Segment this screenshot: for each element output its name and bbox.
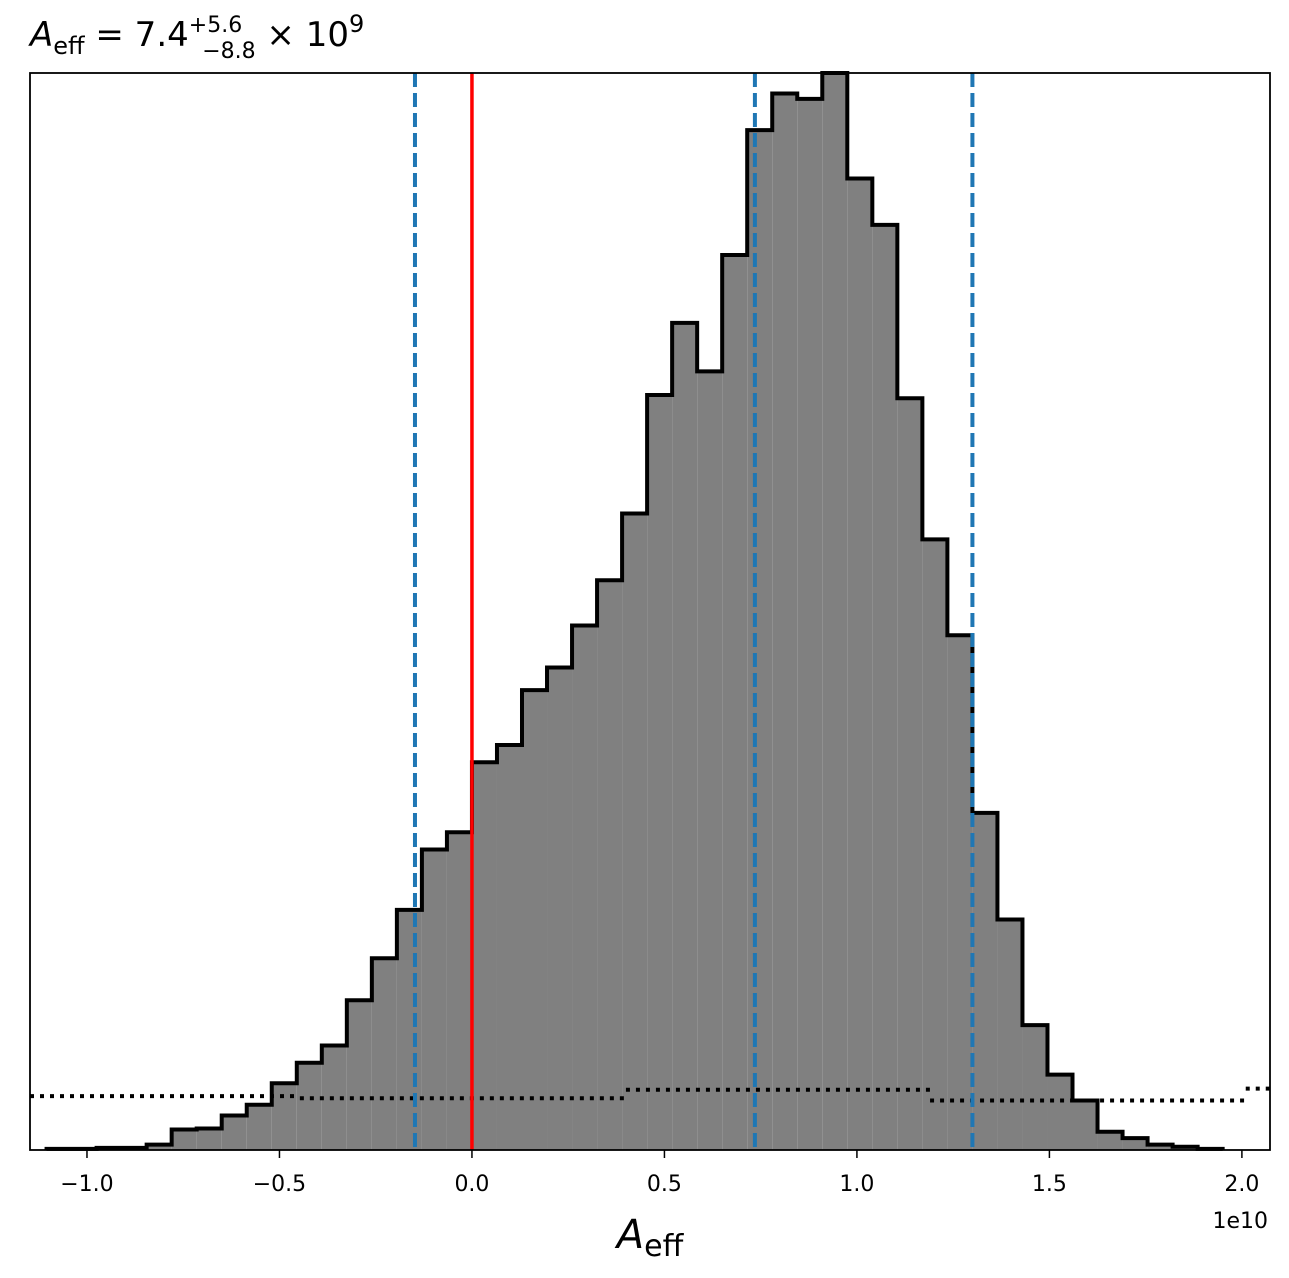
bar [572,625,598,1150]
bar [697,371,723,1151]
histogram-outline [44,71,1225,1151]
bar [797,98,823,1150]
bar [672,322,698,1150]
bar [146,1144,172,1150]
bar [822,73,848,1150]
bar [972,812,998,1150]
bar [471,762,497,1150]
x-tick-label: 1.0 [839,1172,874,1197]
x-tick-label: 0.0 [454,1172,489,1197]
x-tick-label: −0.5 [253,1172,306,1197]
x-tick-label: 2.0 [1224,1172,1259,1197]
bar [421,849,447,1150]
x-offset-label: 1e10 [1212,1209,1268,1234]
x-tick-label: −1.0 [60,1172,113,1197]
chart-title: Aeff = 7.4+5.6 −8.8 × 109 [28,10,364,64]
bar [521,690,548,1150]
bar [772,93,798,1150]
bar [597,580,623,1150]
bar [1022,1025,1048,1150]
bar [271,1083,297,1150]
x-tick-label: 1.5 [1032,1172,1067,1197]
bar [371,958,397,1150]
bar [747,130,773,1150]
bar [1097,1131,1123,1150]
bar [922,539,948,1150]
bar [296,1062,322,1150]
bar [1122,1138,1148,1150]
bar [171,1129,197,1150]
bar [647,395,673,1150]
bar [446,832,472,1150]
bar [997,919,1023,1150]
bar [346,1000,372,1150]
x-tick-label: 0.5 [647,1172,682,1197]
plot-frame [29,72,1271,1151]
bar [1047,1074,1073,1150]
bar [847,178,873,1150]
bar [722,255,748,1150]
bar [1147,1144,1173,1150]
bar [622,513,648,1150]
x-axis-label: Aeff [614,1212,685,1264]
bar [196,1128,222,1150]
bar [872,224,898,1150]
bar [547,667,573,1150]
bar [897,398,923,1150]
bar [396,909,422,1150]
bar [947,635,973,1150]
bar [221,1115,247,1150]
bar [496,745,522,1150]
bar [246,1104,272,1150]
bar [1072,1100,1098,1150]
